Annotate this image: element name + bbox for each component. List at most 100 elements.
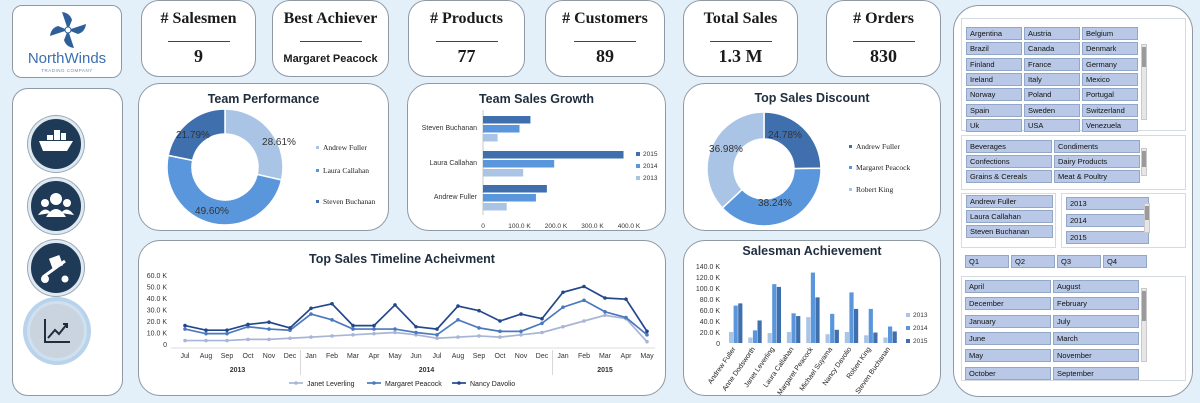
- kpi-salesmen-value: 9: [194, 46, 203, 66]
- category-option[interactable]: Meat & Poultry: [1054, 170, 1140, 183]
- kpi-orders-label: # Orders: [853, 10, 914, 27]
- year-scrollbar[interactable]: [1144, 203, 1150, 233]
- month-option[interactable]: January: [965, 314, 1051, 328]
- employee-option[interactable]: Laura Callahan: [966, 210, 1053, 223]
- timeline-point: [540, 321, 544, 326]
- timeline-point: [603, 296, 607, 300]
- category-option[interactable]: Grains & Cereals: [966, 170, 1052, 183]
- country-option[interactable]: Germany: [1082, 57, 1138, 71]
- country-option[interactable]: France: [1024, 57, 1080, 71]
- country-option[interactable]: Spain: [966, 103, 1022, 117]
- kpi-best-label: Best Achiever: [283, 10, 378, 27]
- country-option[interactable]: Mexico: [1082, 72, 1138, 86]
- month-option[interactable]: October: [965, 366, 1051, 380]
- country-option[interactable]: USA: [1024, 118, 1080, 132]
- month-option[interactable]: March: [1053, 331, 1139, 345]
- country-option[interactable]: Uk: [966, 118, 1022, 132]
- achievement-legend-label: 2015: [913, 338, 928, 345]
- month-option[interactable]: July: [1053, 314, 1139, 328]
- timeline-point: [330, 318, 334, 322]
- country-option[interactable]: Poland: [1024, 88, 1080, 102]
- country-option[interactable]: Portugal: [1082, 88, 1138, 102]
- year-option[interactable]: 2013: [1066, 197, 1149, 210]
- timeline-legend-label: Nancy Davolio: [470, 381, 515, 388]
- year-scrollbar-thumb[interactable]: [1145, 206, 1149, 220]
- country-option[interactable]: Switzerland: [1082, 103, 1138, 117]
- customers-icon: [38, 193, 74, 217]
- kpi-sales-label: Total Sales: [703, 10, 778, 27]
- country-option[interactable]: Argentina: [966, 27, 1022, 40]
- country-option[interactable]: Norway: [966, 88, 1022, 102]
- category-option[interactable]: Confections: [966, 155, 1052, 168]
- achievement-bar: [834, 329, 839, 343]
- country-option[interactable]: Finland: [966, 57, 1022, 71]
- timeline-point: [309, 312, 313, 316]
- month-option[interactable]: February: [1053, 297, 1139, 311]
- team-performance-card: Team Performance 28.61% Andrew Fuller 49.6…: [138, 83, 389, 231]
- month-option[interactable]: June: [965, 331, 1051, 345]
- achievement-y-tick: 100.0 K: [696, 286, 720, 293]
- timeline-year-label: 2013: [230, 367, 246, 374]
- year-option[interactable]: 2015: [1066, 231, 1149, 244]
- month-option[interactable]: August: [1053, 280, 1139, 293]
- country-scrollbar[interactable]: [1141, 44, 1147, 120]
- country-option[interactable]: Austria: [1024, 27, 1080, 40]
- month-option[interactable]: September: [1053, 366, 1139, 380]
- achievement-bar: [854, 308, 859, 343]
- category-scrollbar[interactable]: [1141, 148, 1147, 176]
- quarter-option[interactable]: Q1: [965, 255, 1009, 268]
- nav-products-button[interactable]: [28, 240, 84, 296]
- team-sales-growth-bar: [483, 194, 536, 202]
- achievement-bar: [796, 316, 801, 343]
- month-scrollbar[interactable]: [1141, 288, 1147, 362]
- category-scrollbar-thumb[interactable]: [1142, 151, 1146, 167]
- country-option[interactable]: Denmark: [1082, 42, 1138, 56]
- employee-option[interactable]: Andrew Fuller: [966, 195, 1053, 208]
- quarter-option[interactable]: Q4: [1103, 255, 1147, 268]
- timeline-y-tick: 20.0 K: [147, 319, 168, 326]
- quarter-option[interactable]: Q3: [1057, 255, 1101, 268]
- country-option[interactable]: Ireland: [966, 72, 1022, 86]
- country-option[interactable]: Brazil: [966, 42, 1022, 56]
- timeline-point: [498, 329, 502, 334]
- month-option[interactable]: May: [965, 349, 1051, 363]
- salesman-achievement-chart: 0 20.0 K 40.0 K 60.0 K 80.0 K 100.0 K 120.0 K 1…: [696, 264, 928, 397]
- month-scrollbar-thumb[interactable]: [1142, 291, 1146, 321]
- achievement-bar: [748, 337, 753, 343]
- month-option[interactable]: April: [965, 280, 1051, 293]
- employee-option[interactable]: Steven Buchanan: [966, 225, 1053, 238]
- timeline-point: [267, 327, 271, 331]
- timeline-x-tick: Oct: [243, 353, 254, 360]
- timeline-point: [288, 336, 292, 341]
- nav-sales-button[interactable]: [27, 301, 87, 361]
- category-option[interactable]: Beverages: [966, 140, 1052, 153]
- achievement-bar: [757, 320, 762, 343]
- timeline-title: Top Sales Timeline Acheivment: [309, 252, 495, 266]
- team-sales-growth-category: Laura Callahan: [430, 160, 478, 167]
- category-option[interactable]: Dairy Products: [1054, 155, 1140, 168]
- country-scrollbar-thumb[interactable]: [1142, 47, 1146, 67]
- category-option[interactable]: Condiments: [1054, 140, 1140, 153]
- country-option[interactable]: Sweden: [1024, 103, 1080, 117]
- month-option[interactable]: November: [1053, 349, 1139, 363]
- top-sales-discount-legend-marker: [849, 166, 852, 169]
- logo-tagline: TRADING COMPANY: [41, 68, 93, 73]
- timeline-point: [414, 324, 418, 329]
- country-option[interactable]: Canada: [1024, 42, 1080, 56]
- top-sales-discount-legend-label: Andrew Fuller: [856, 142, 900, 151]
- quarter-option[interactable]: Q2: [1011, 255, 1055, 268]
- country-option[interactable]: Italy: [1024, 72, 1080, 86]
- timeline-point: [246, 322, 250, 327]
- nav-shipping-button[interactable]: [28, 116, 84, 172]
- year-option[interactable]: 2014: [1066, 214, 1149, 227]
- timeline-point: [351, 327, 355, 331]
- timeline-point: [498, 335, 502, 339]
- nav-customers-button[interactable]: [28, 178, 84, 234]
- team-sales-growth-bar: [483, 125, 520, 133]
- month-option[interactable]: December: [965, 297, 1051, 311]
- country-option[interactable]: Venezuela: [1082, 118, 1138, 132]
- kpi-best-achiever-card: Best Achiever Margaret Peacock: [272, 0, 389, 77]
- achievement-bar: [729, 332, 734, 343]
- timeline-point: [414, 330, 418, 335]
- country-option[interactable]: Belgium: [1082, 27, 1138, 40]
